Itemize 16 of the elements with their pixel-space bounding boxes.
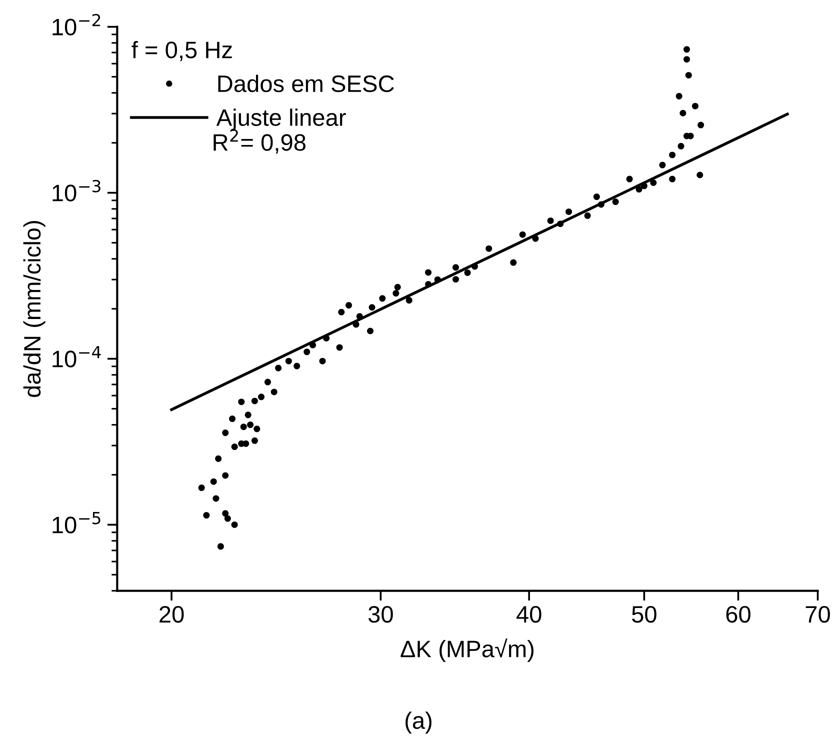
y-axis-title: da/dN (mm/ciclo) bbox=[23, 221, 46, 398]
y-tick-label: 10$^{−5}$ bbox=[52, 512, 100, 534]
x-tick-label: 40 bbox=[516, 606, 542, 623]
x-tick-label: 60 bbox=[726, 606, 750, 623]
x-tick-label: 20 bbox=[160, 606, 184, 623]
y-tick-label: 10$^{−4}$ bbox=[52, 346, 101, 368]
legend-label: Dados em SESC bbox=[218, 74, 394, 92]
text: (a) bbox=[406, 712, 432, 734]
x-tick-label: 50 bbox=[632, 606, 656, 623]
x-axis-title: ΔK (MPa√m) bbox=[400, 638, 534, 662]
y-tick-label: 10$^{−3}$ bbox=[52, 180, 100, 202]
legend-label: Ajuste linear bbox=[216, 108, 346, 131]
x-tick-label: 30 bbox=[368, 606, 393, 623]
y-tick-label: 10$^{−2}$ bbox=[52, 14, 100, 36]
x-tick-label: 70 bbox=[806, 606, 830, 623]
legend-title: f = 0,5 Hz bbox=[132, 41, 232, 62]
